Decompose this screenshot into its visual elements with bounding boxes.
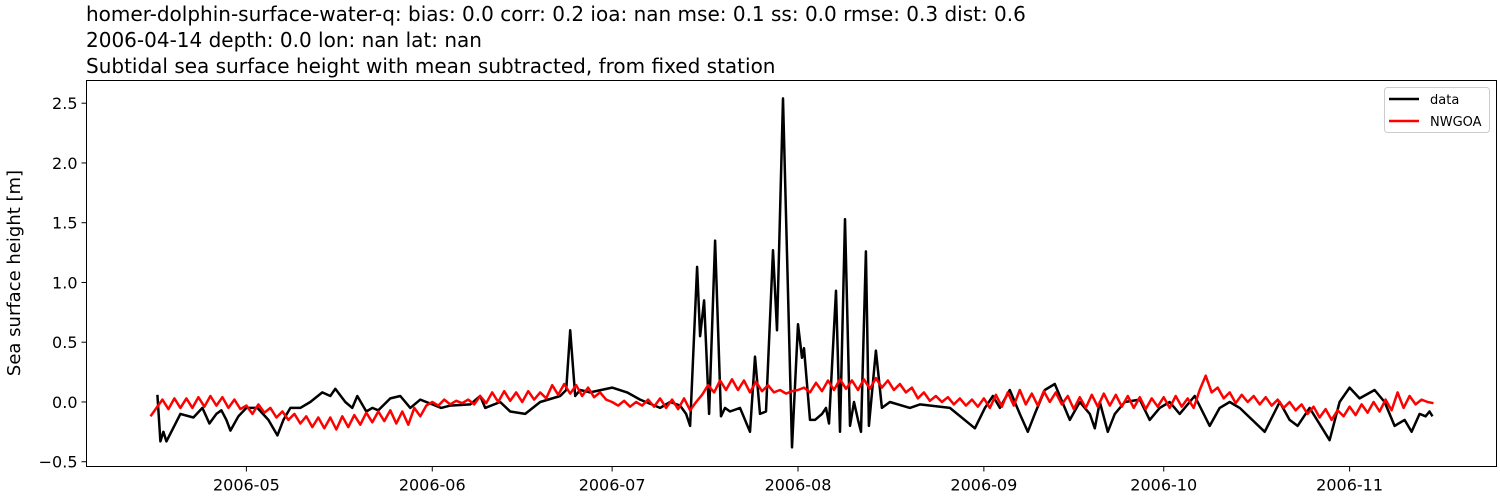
- x-tick-label: 2006-11: [1316, 476, 1383, 495]
- series-layer: [149, 97, 1434, 449]
- y-tick-label: 0.0: [52, 393, 77, 412]
- y-tick-label: 1.5: [52, 214, 77, 233]
- x-tick-label: 2006-08: [765, 476, 832, 495]
- x-tick-label: 2006-06: [399, 476, 466, 495]
- y-tick-label: 1.0: [52, 273, 77, 292]
- x-tick-label: 2006-05: [213, 476, 280, 495]
- y-axis-label: Sea surface height [m]: [4, 170, 25, 376]
- y-tick-label: 2.5: [52, 94, 77, 113]
- x-tick-label: 2006-09: [950, 476, 1017, 495]
- chart-title-line-2: 2006-04-14 depth: 0.0 lon: nan lat: nan: [86, 28, 482, 52]
- x-tick-label: 2006-10: [1130, 476, 1197, 495]
- legend-label-nwgoa: NWGOA: [1430, 115, 1482, 130]
- y-tick-label: 2.0: [52, 154, 77, 173]
- legend-label-data: data: [1430, 93, 1459, 108]
- series-line-nwgoa: [149, 374, 1434, 431]
- y-tick-label: −0.5: [39, 453, 78, 472]
- plot-frame: [86, 80, 1497, 467]
- y-tick-label: 0.5: [52, 333, 77, 352]
- chart-title-line-1: homer-dolphin-surface-water-q: bias: 0.0…: [86, 2, 1026, 26]
- x-tick-label: 2006-07: [579, 476, 646, 495]
- y-axis: −0.5 0.0 0.5 1.0 1.5 2.0 2.5: [39, 94, 87, 472]
- series-line-data: [156, 97, 1434, 449]
- legend: data NWGOA: [1384, 87, 1490, 133]
- chart-title-line-3: Subtidal sea surface height with mean su…: [86, 54, 776, 78]
- x-axis: 2006-05 2006-06 2006-07 2006-08 2006-09 2006-…: [213, 466, 1383, 495]
